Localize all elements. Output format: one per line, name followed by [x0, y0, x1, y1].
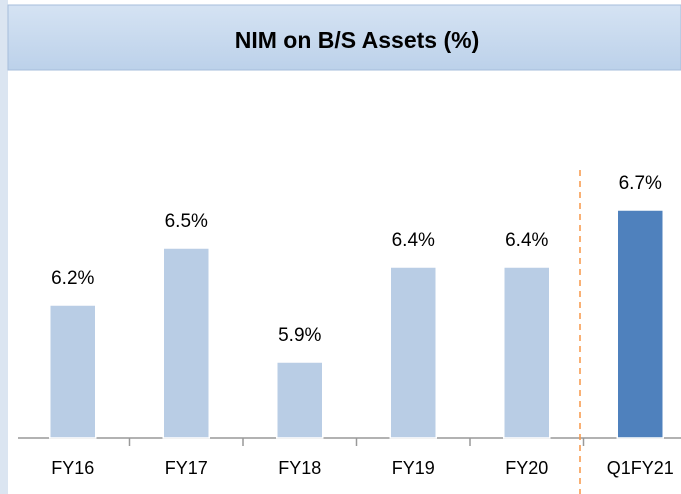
x-tick-label: FY19: [392, 458, 435, 478]
side-strip: [0, 0, 8, 494]
data-label: 6.4%: [392, 230, 435, 251]
bar: [276, 361, 324, 439]
data-label: 6.7%: [619, 173, 662, 194]
chart-title: NIM on B/S Assets (%): [235, 27, 480, 53]
data-label: 6.2%: [51, 268, 94, 289]
bar: [162, 247, 210, 439]
bar: [49, 304, 97, 439]
x-tick-label: FY18: [278, 458, 321, 478]
data-label: 5.9%: [278, 325, 321, 346]
bar: [389, 266, 437, 439]
bar: [616, 209, 664, 439]
header-box: [7, 4, 681, 71]
data-label: 6.5%: [165, 211, 208, 232]
data-label: 6.4%: [505, 230, 548, 251]
bar: [503, 266, 551, 439]
x-tick-label: Q1FY21: [607, 458, 674, 478]
x-tick-label: FY16: [51, 458, 94, 478]
x-tick-label: FY17: [165, 458, 208, 478]
x-tick-label: FY20: [505, 458, 548, 478]
